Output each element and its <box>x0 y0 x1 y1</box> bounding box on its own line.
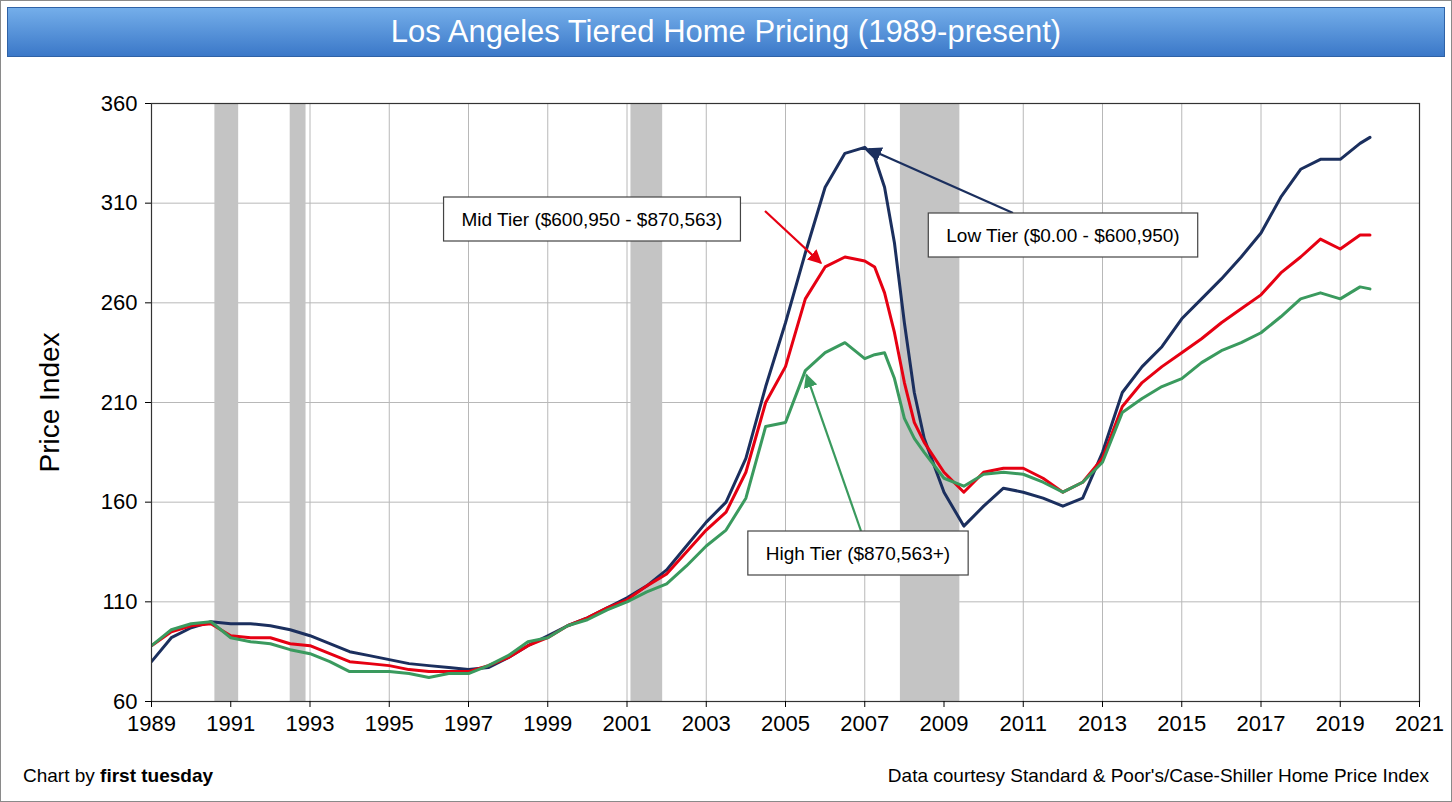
html-text:Data courtesy Standard & Poor': Data courtesy Standard & Poor's/Case-Shi… <box>887 765 1429 786</box>
svg-text:1989: 1989 <box>127 711 176 736</box>
svg-text:2009: 2009 <box>920 711 969 736</box>
svg-text:2005: 2005 <box>761 711 810 736</box>
svg-text:2017: 2017 <box>1237 711 1286 736</box>
svg-text:Mid Tier ($600,950 - $870,563): Mid Tier ($600,950 - $870,563) <box>462 209 723 230</box>
svg-text:2011: 2011 <box>1000 711 1047 736</box>
svg-text:Price Index: Price Index <box>34 332 65 472</box>
svg-text:Low Tier ($0.00 - $600,950): Low Tier ($0.00 - $600,950) <box>946 225 1179 246</box>
svg-text:2007: 2007 <box>840 711 889 736</box>
svg-text:2013: 2013 <box>1078 711 1127 736</box>
svg-text:310: 310 <box>101 190 138 215</box>
svg-text:2021: 2021 <box>1395 711 1444 736</box>
svg-text:1997: 1997 <box>444 711 493 736</box>
html-text:Los Angeles Tiered Home Pricin: Los Angeles Tiered Home Pricing (1989-pr… <box>390 14 1062 49</box>
svg-text:2003: 2003 <box>682 711 731 736</box>
svg-text:1991: 1991 <box>206 711 255 736</box>
svg-text:160: 160 <box>101 489 138 514</box>
svg-text:1999: 1999 <box>523 711 572 736</box>
svg-text:1993: 1993 <box>286 711 335 736</box>
svg-text:2001: 2001 <box>603 711 652 736</box>
html-text:Chart by first tuesday: Chart by first tuesday <box>23 765 214 786</box>
svg-text:60: 60 <box>113 689 137 714</box>
svg-text:210: 210 <box>101 390 138 415</box>
svg-text:360: 360 <box>101 91 138 116</box>
svg-text:1995: 1995 <box>365 711 414 736</box>
svg-text:260: 260 <box>101 290 138 315</box>
svg-text:2019: 2019 <box>1316 711 1365 736</box>
svg-text:110: 110 <box>102 589 137 614</box>
svg-text:High Tier ($870,563+): High Tier ($870,563+) <box>766 543 950 564</box>
svg-text:2015: 2015 <box>1157 711 1206 736</box>
